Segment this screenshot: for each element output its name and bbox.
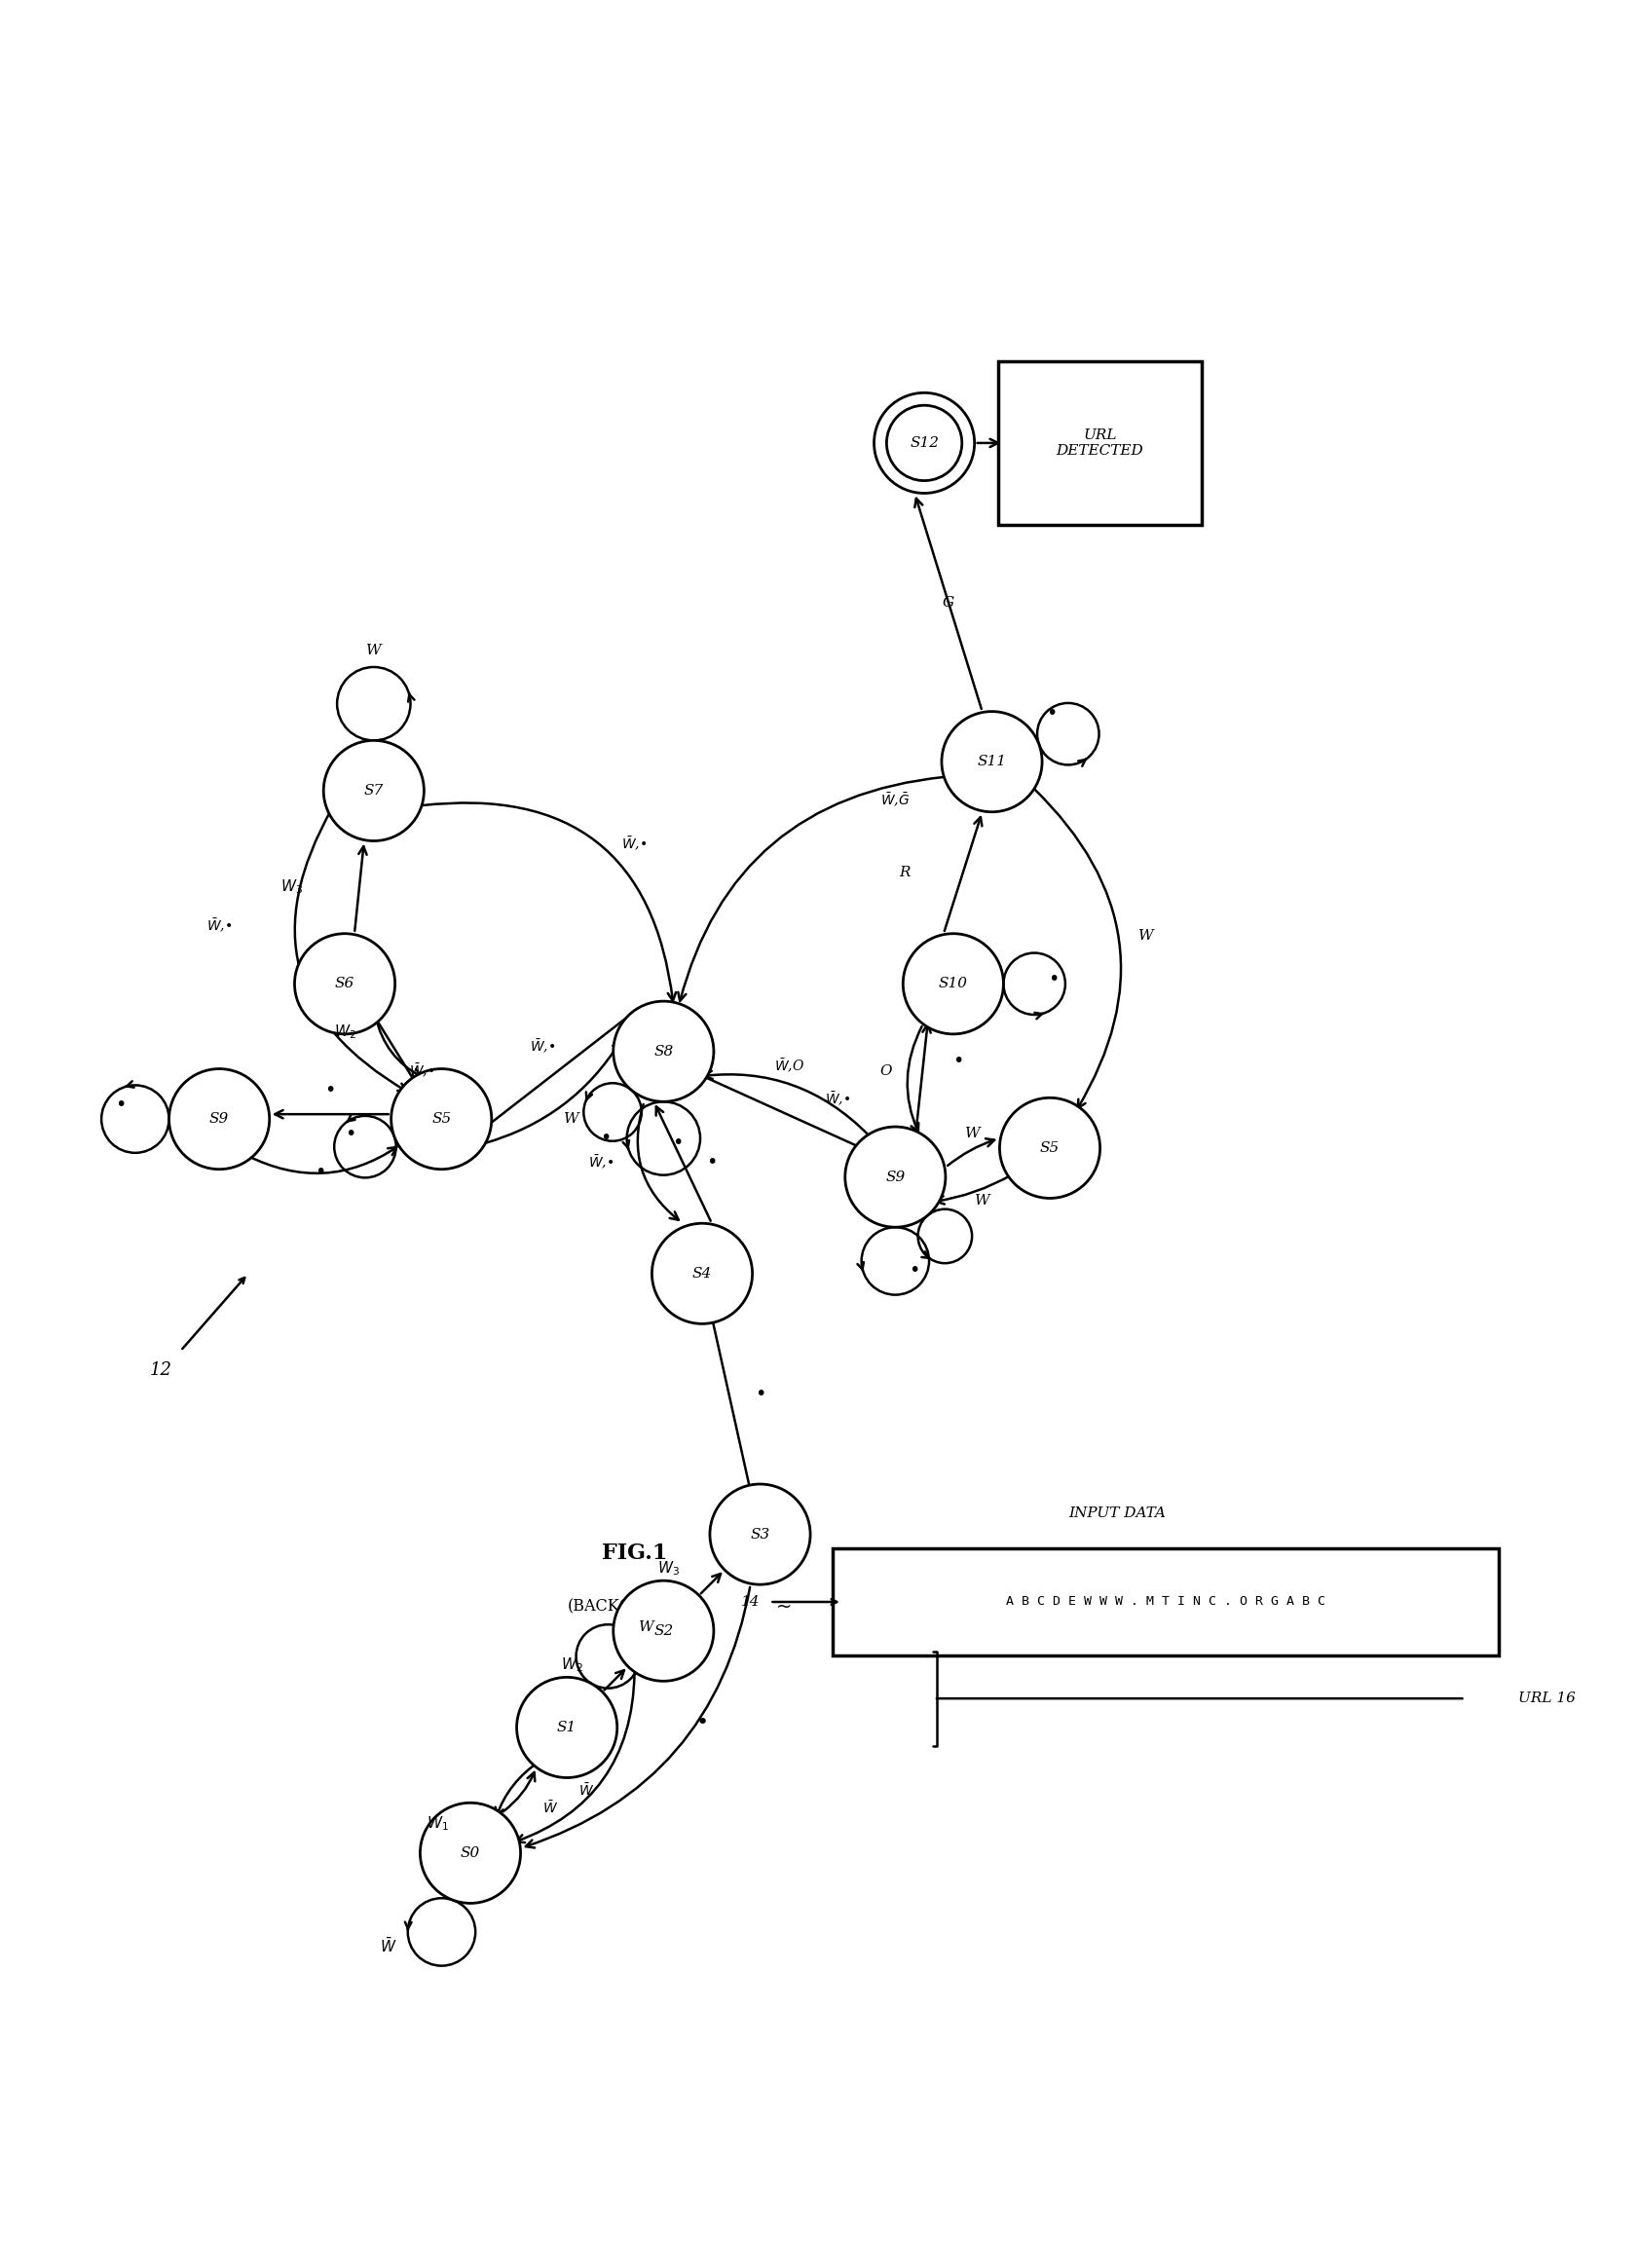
Text: $\bar{W}$,•: $\bar{W}$,• <box>588 1154 614 1170</box>
Text: $\bar{W}$,•: $\bar{W}$,• <box>531 1039 555 1055</box>
Text: W: W <box>1138 928 1155 941</box>
Text: S5: S5 <box>1040 1141 1060 1154</box>
Circle shape <box>886 406 962 481</box>
Text: •: • <box>755 1386 765 1404</box>
Text: •: • <box>909 1261 921 1279</box>
Text: $\bar{W}$,•: $\bar{W}$,• <box>622 835 647 853</box>
Text: $\bar{W}$,•: $\bar{W}$,• <box>824 1091 850 1109</box>
Text: W: W <box>965 1127 980 1141</box>
Text: $\bar{W}$: $\bar{W}$ <box>578 1783 595 1799</box>
Circle shape <box>295 934 395 1034</box>
Text: S1: S1 <box>557 1721 577 1735</box>
Text: (BACKGROUND): (BACKGROUND) <box>567 1599 701 1615</box>
Text: R: R <box>899 866 911 880</box>
Text: $W_2$: $W_2$ <box>560 1656 583 1674</box>
Text: S9: S9 <box>886 1170 906 1184</box>
Text: S4: S4 <box>693 1268 713 1281</box>
Text: •: • <box>706 1152 717 1173</box>
Text: •: • <box>346 1125 355 1143</box>
Text: •: • <box>953 1052 963 1070</box>
Text: $W_1$: $W_1$ <box>426 1814 449 1833</box>
Text: •: • <box>1048 971 1060 989</box>
Text: S10: S10 <box>939 978 968 991</box>
Text: URL
DETECTED: URL DETECTED <box>1057 429 1143 458</box>
Text: $\bar{W}$,•: $\bar{W}$,• <box>410 1061 434 1080</box>
Circle shape <box>419 1803 521 1903</box>
Text: •: • <box>696 1712 709 1733</box>
Text: •: • <box>314 1163 326 1182</box>
Circle shape <box>613 1581 714 1681</box>
Text: INPUT DATA: INPUT DATA <box>1070 1506 1166 1520</box>
Text: S8: S8 <box>654 1046 673 1059</box>
Circle shape <box>391 1068 491 1170</box>
Text: •: • <box>600 1129 611 1148</box>
Text: 14: 14 <box>740 1594 760 1608</box>
FancyBboxPatch shape <box>999 361 1201 526</box>
Circle shape <box>845 1127 945 1227</box>
Text: S3: S3 <box>750 1526 770 1542</box>
Text: •: • <box>324 1082 336 1100</box>
Text: S12: S12 <box>909 435 939 449</box>
Circle shape <box>516 1678 618 1778</box>
Text: $\bar{W}$,$\bar{G}$: $\bar{W}$,$\bar{G}$ <box>881 792 911 810</box>
Text: URL 16: URL 16 <box>1518 1692 1576 1706</box>
Text: S9: S9 <box>210 1111 229 1125</box>
Text: FIG.1: FIG.1 <box>601 1542 667 1565</box>
Text: W: W <box>975 1195 989 1209</box>
Circle shape <box>324 739 424 841</box>
Text: W: W <box>563 1111 580 1125</box>
Circle shape <box>999 1098 1101 1198</box>
Circle shape <box>875 392 975 492</box>
Text: W: W <box>367 644 382 658</box>
Text: ~: ~ <box>776 1597 793 1617</box>
Text: W: W <box>639 1622 654 1635</box>
Text: $\bar{W}$: $\bar{W}$ <box>380 1937 396 1955</box>
Circle shape <box>652 1222 752 1325</box>
Text: 12: 12 <box>151 1361 172 1379</box>
Text: $\bar{W}$: $\bar{W}$ <box>542 1799 559 1817</box>
Text: G: G <box>942 596 955 610</box>
Text: $W_3$: $W_3$ <box>657 1558 680 1576</box>
Text: S7: S7 <box>364 785 383 798</box>
Circle shape <box>903 934 1004 1034</box>
Text: $\bar{W}$,•: $\bar{W}$,• <box>206 916 233 934</box>
Text: S2: S2 <box>654 1624 673 1637</box>
Circle shape <box>169 1068 270 1170</box>
Circle shape <box>613 1000 714 1102</box>
Text: •: • <box>115 1095 126 1114</box>
Text: S5: S5 <box>431 1111 450 1125</box>
Text: $\bar{W}$,O: $\bar{W}$,O <box>773 1057 804 1075</box>
Text: S6: S6 <box>334 978 355 991</box>
Text: $W_3$: $W_3$ <box>280 878 303 896</box>
Text: •: • <box>1047 703 1057 723</box>
Text: $W_2$: $W_2$ <box>334 1023 355 1041</box>
Text: O: O <box>880 1064 891 1077</box>
Text: A B C D E W W W . M T I N C . O R G A B C: A B C D E W W W . M T I N C . O R G A B … <box>1006 1597 1325 1608</box>
Circle shape <box>942 712 1042 812</box>
FancyBboxPatch shape <box>832 1549 1499 1656</box>
Text: •: • <box>673 1134 683 1152</box>
Text: S11: S11 <box>978 755 1006 769</box>
Text: S0: S0 <box>460 1846 480 1860</box>
Circle shape <box>709 1483 811 1585</box>
